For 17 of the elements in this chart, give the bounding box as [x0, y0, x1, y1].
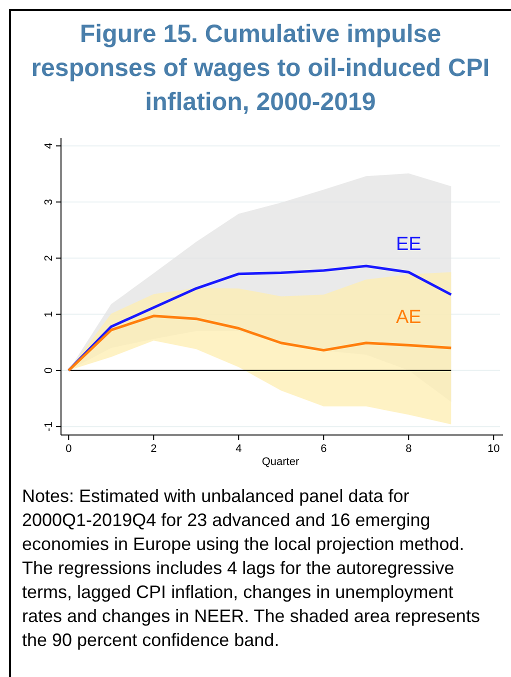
y-tick-label: 0 [43, 367, 55, 374]
x-axis-title: Quarter [262, 456, 300, 468]
y-tick-label: 3 [43, 198, 55, 206]
x-tick-label: 0 [66, 443, 72, 455]
y-tick-label: 4 [43, 142, 55, 149]
y-tick-label: 1 [43, 311, 55, 318]
x-tick-label: 4 [236, 443, 242, 455]
series-label: AE [396, 307, 422, 328]
x-tick-label: 2 [150, 443, 157, 455]
y-tick-label: -1 [43, 422, 55, 432]
x-tick-label: 8 [406, 443, 412, 455]
x-tick-label: 10 [488, 443, 500, 455]
x-tick-label: 6 [320, 443, 327, 455]
text: Notes: Estimated with unbalanced panel data for 2000Q1-2019Q4 for 23 advanced and 16 emerging economies in Europe using the local projection method. The regressions includes 4 lags for the autoregressive terms, lagged CPI inflation, changes in unemployment rates and changes in NEER. The shaded area represents the 90 percent confidence band. [22, 486, 480, 650]
series-label: EE [396, 234, 422, 256]
y-tick-label: 2 [43, 255, 55, 262]
chart-title: Figure 15. Cumulative impulse responses of wages to oil-induced CPI inflation, 2000-2019 [31, 20, 490, 116]
